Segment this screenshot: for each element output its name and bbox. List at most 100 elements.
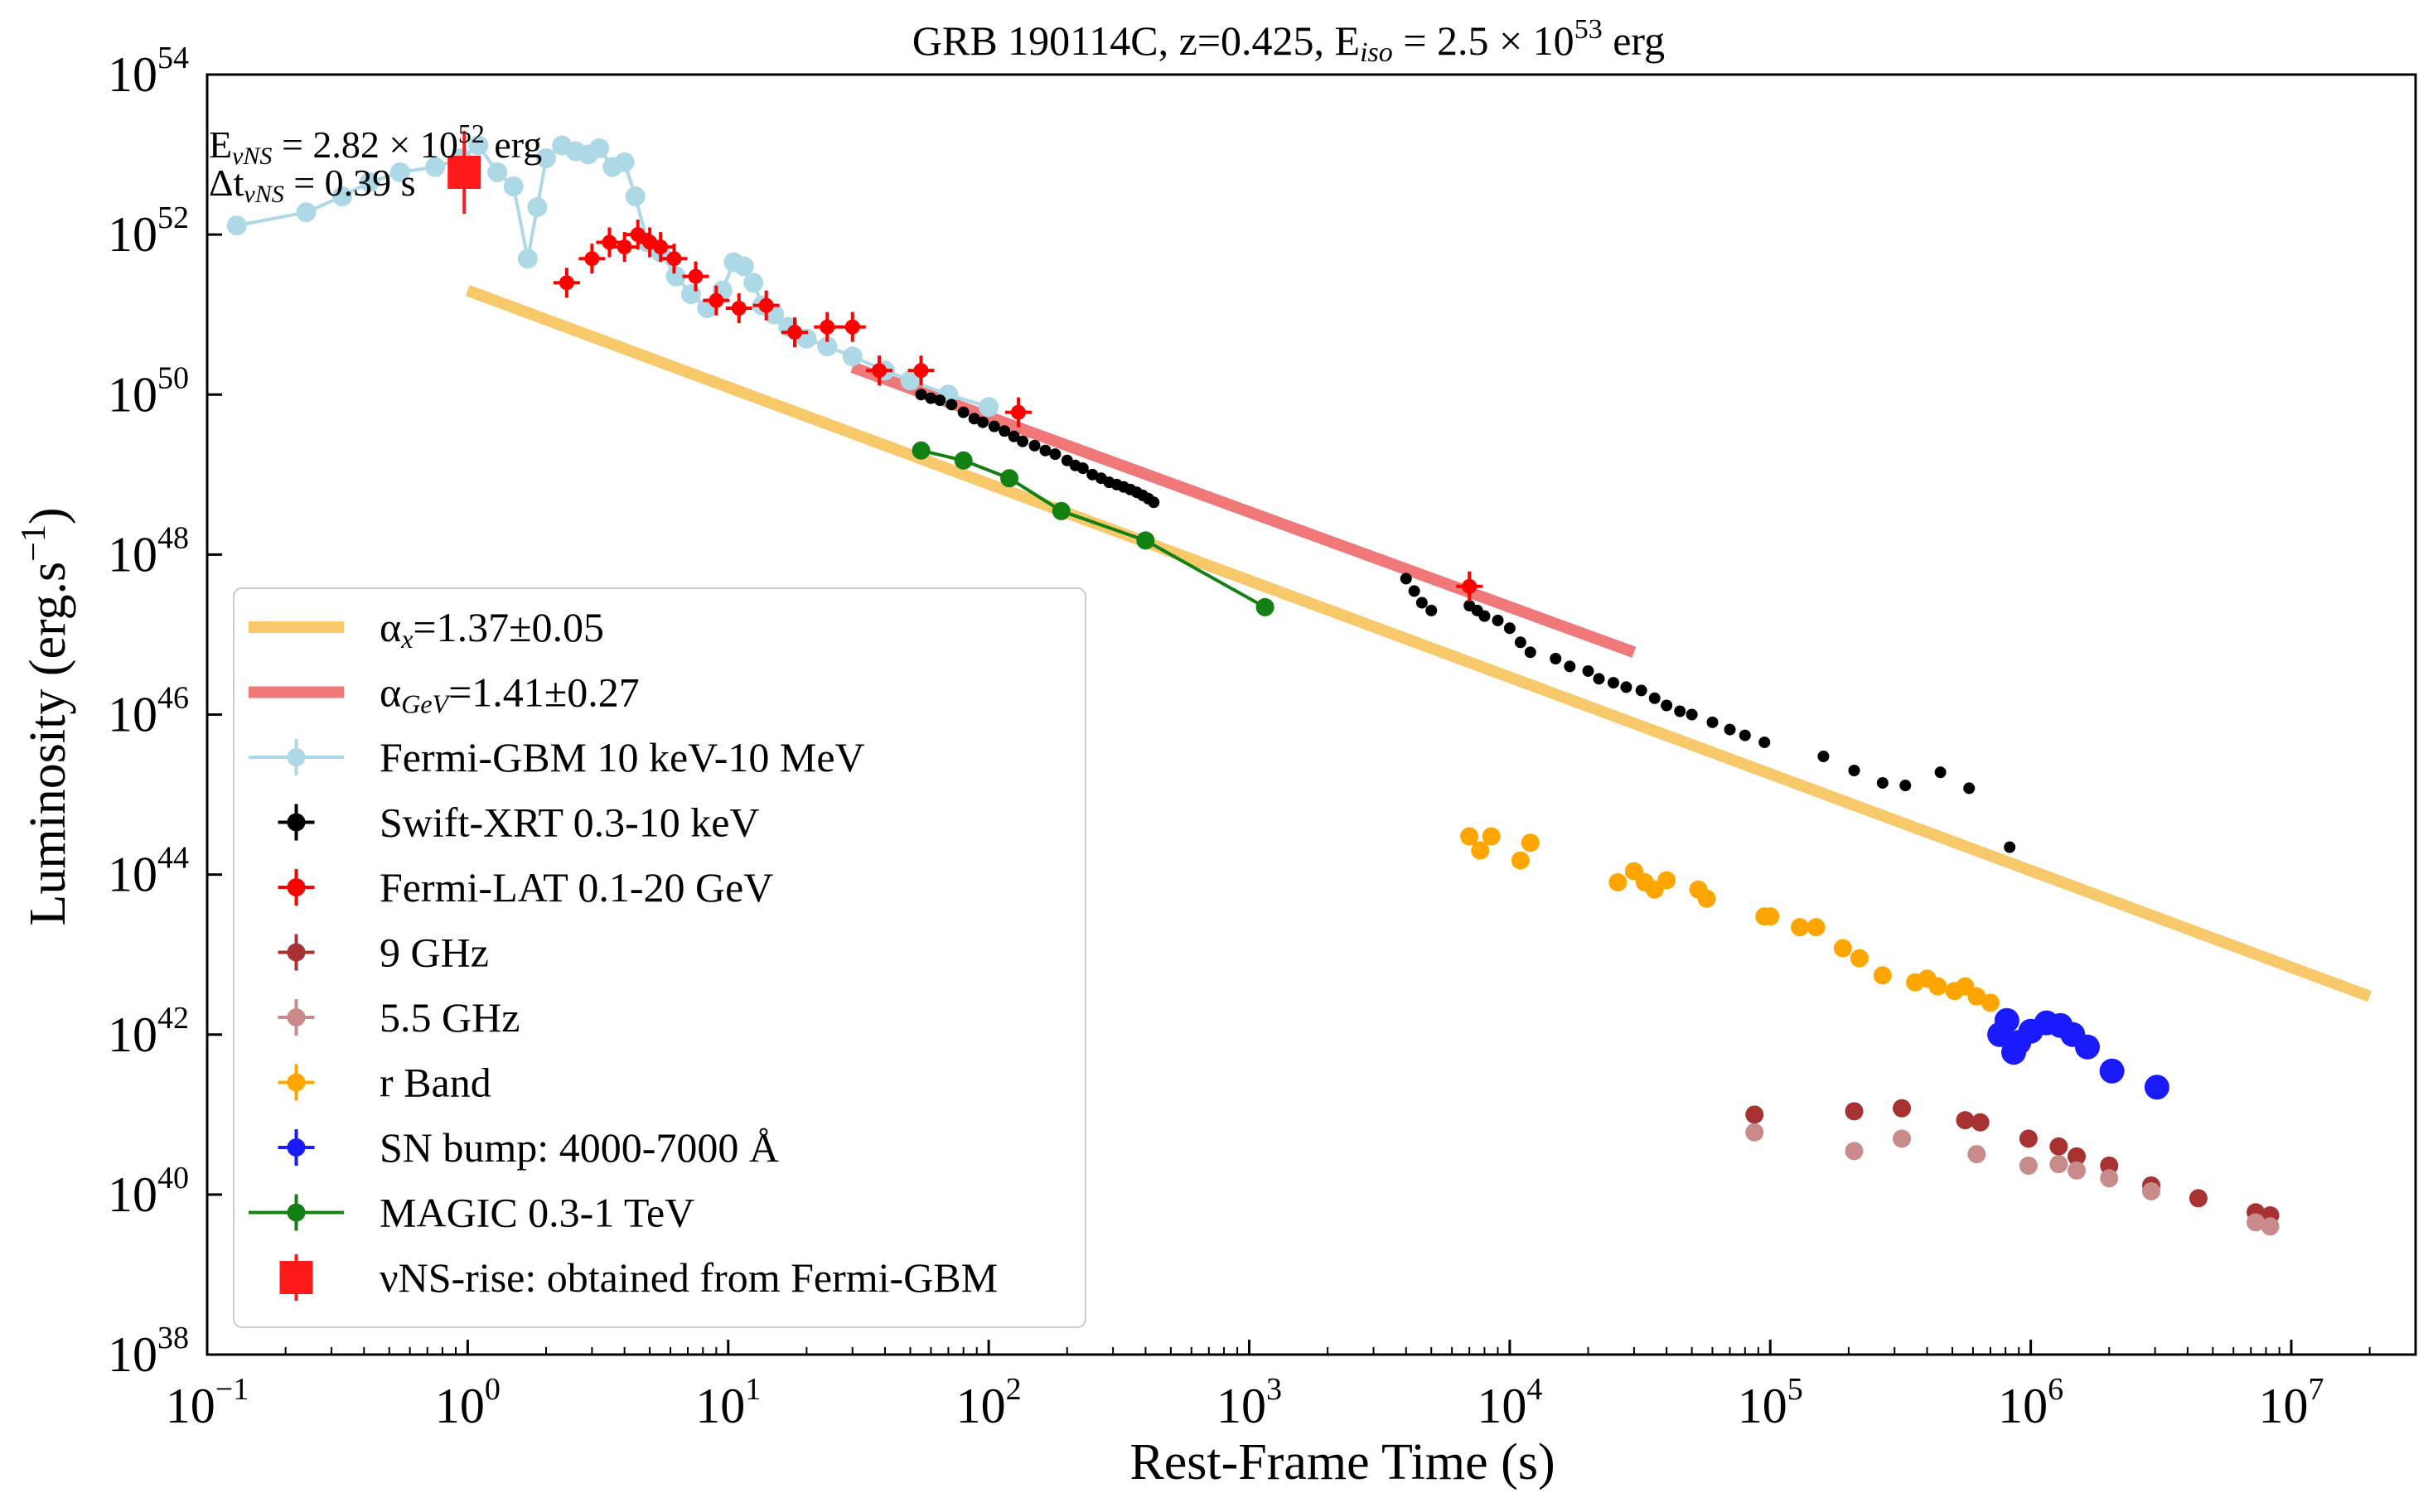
point-r-band [1511,851,1530,870]
y-tick-label: 1052 [108,200,189,262]
point-swift-xrt-0-3-10-kev [1739,729,1751,742]
point-fermi-gbm-10-kev-10-mev [226,215,247,236]
legend-label: Fermi-GBM 10 keV-10 MeV [380,734,865,780]
point-5-5-ghz [2067,1161,2086,1180]
point-5-5-ghz [2019,1156,2038,1175]
point-swift-xrt-0-3-10-kev [1674,705,1686,717]
y-tick-label: 1044 [108,841,189,902]
point-r-band [1873,966,1892,985]
point-fermi-gbm-10-kev-10-mev [296,202,317,223]
point-sn-bump-4000-7000 [2075,1034,2101,1060]
point-fermi-lat-0-1-20-gev [872,363,888,379]
y-tick-label: 1048 [108,520,189,582]
series-magic-0-3-1-tev [912,441,1274,616]
x-tick-label: 106 [1998,1372,2063,1433]
point-fermi-gbm-10-kev-10-mev [425,157,446,177]
point-9-ghz [2019,1129,2038,1148]
y-tick-label: 1054 [108,41,189,102]
point-fermi-gbm-10-kev-10-mev [536,147,557,168]
point-fermi-gbm-10-kev-10-mev [359,172,380,193]
point-sn-bump-4000-7000 [2144,1075,2169,1100]
point-swift-xrt-0-3-10-kev [1582,664,1594,677]
point-swift-xrt-0-3-10-kev [968,413,980,425]
point-5-5-ghz [1845,1142,1864,1161]
point-magic-0-3-1-tev [954,451,973,470]
point-swift-xrt-0-3-10-kev [946,399,958,411]
point-fermi-lat-0-1-20-gev [731,301,747,316]
legend-magic-0-3-1-tev: MAGIC 0.3-1 TeV [249,1190,694,1236]
legend-marker [287,748,306,766]
x-tick-label: 10−1 [166,1372,249,1433]
x-tick-label: 102 [956,1372,1022,1433]
point-5-5-ghz [2261,1217,2280,1236]
point-5-5-ghz [2100,1169,2119,1188]
legend-fermi-gbm-10-kev-10-mev: Fermi-GBM 10 keV-10 MeV [249,734,865,780]
fit-line-x [465,285,2372,1002]
point-fermi-gbm-10-kev-10-mev [817,336,838,357]
point-fermi-gbm-10-kev-10-mev [332,186,353,207]
point-swift-xrt-0-3-10-kev [1400,572,1412,585]
legend-marker [287,1008,306,1027]
point-fermi-lat-0-1-20-gev [1010,404,1026,420]
point-swift-xrt-0-3-10-kev [1425,604,1438,616]
legend-9-ghz: 9 GHz [278,930,489,976]
y-tick-label: 1038 [108,1321,189,1382]
point-swift-xrt-0-3-10-kev [988,420,1000,432]
legend-marker [287,878,306,896]
point-swift-xrt-0-3-10-kev [1648,692,1661,704]
legend-label: 5.5 GHz [380,994,520,1041]
point-r-band [1460,827,1479,846]
legend-marker [287,813,306,832]
y-tick-label: 1040 [108,1161,189,1222]
point-ns-rise-obtained-from-fermi-gbm [447,155,481,189]
legend-label: 9 GHz [380,930,489,976]
point-swift-xrt-0-3-10-kev [1620,681,1632,693]
point-swift-xrt-0-3-10-kev [934,394,946,407]
point-fermi-gbm-10-kev-10-mev [680,284,701,305]
legend-marker [287,1138,306,1157]
point-9-ghz [2189,1189,2208,1208]
point-sn-bump-4000-7000 [2099,1058,2125,1084]
point-5-5-ghz [1967,1145,1986,1164]
point-swift-xrt-0-3-10-kev [1899,780,1912,792]
point-swift-xrt-0-3-10-kev [1848,764,1860,776]
point-r-band [1928,977,1947,996]
point-fermi-gbm-10-kev-10-mev [900,370,921,391]
point-swift-xrt-0-3-10-kev [1817,750,1830,762]
point-r-band [1981,993,2000,1012]
point-magic-0-3-1-tev [912,441,931,460]
point-swift-xrt-0-3-10-kev [1028,439,1041,452]
legend: αx=1.37±0.05 αGeV=1.41±0.27 Fermi-GBM 10 k… [233,587,1086,1328]
point-5-5-ghz [1745,1123,1764,1142]
annotation-duration: ΔtνNS = 0.39 s [209,162,416,208]
point-fermi-lat-0-1-20-gev [630,227,646,243]
legend-box [233,587,1086,1328]
point-fermi-gbm-10-kev-10-mev [665,266,686,287]
point-9-ghz [1745,1105,1764,1124]
point-fermi-lat-0-1-20-gev [559,275,574,291]
point-9-ghz [2049,1137,2068,1156]
legend-label: SN bump: 4000-7000 Å [380,1124,779,1171]
point-fermi-gbm-10-kev-10-mev [389,162,410,182]
y-axis-label: Luminosity (erg.s−1) [15,507,76,925]
point-fermi-gbm-10-kev-10-mev [614,152,635,172]
series-swift-xrt-0-3-10-kev [915,389,2016,853]
point-fermi-lat-0-1-20-gev [709,292,724,308]
point-fermi-lat-0-1-20-gev [758,297,774,313]
series-5-5-ghz [1745,1123,2280,1236]
point-r-band [1471,841,1490,860]
point-r-band [1806,918,1826,937]
point-5-5-ghz [2247,1213,2266,1232]
point-magic-0-3-1-tev [1052,501,1071,520]
point-swift-xrt-0-3-10-kev [1524,646,1536,659]
point-r-band [1791,918,1810,937]
point-swift-xrt-0-3-10-kev [1514,636,1526,649]
point-swift-xrt-0-3-10-kev [1148,496,1160,509]
legend-label: Fermi-LAT 0.1-20 GeV [380,864,773,911]
point-swift-xrt-0-3-10-kev [1963,782,1976,795]
x-tick-label: 107 [2259,1372,2324,1433]
point-fermi-lat-0-1-20-gev [1462,578,1478,594]
point-swift-xrt-0-3-10-kev [915,389,927,401]
